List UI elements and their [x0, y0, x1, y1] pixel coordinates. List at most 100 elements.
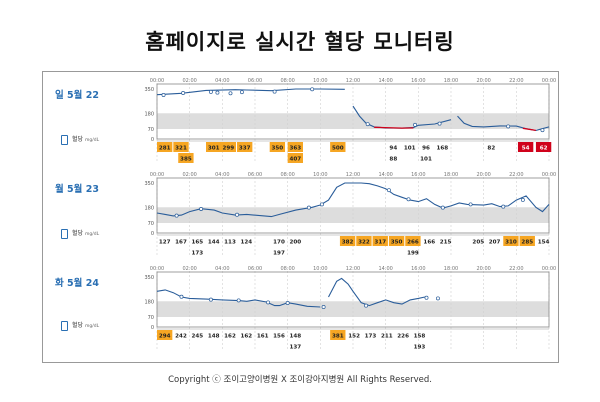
reading-point	[365, 122, 370, 127]
glucose-curve	[328, 277, 426, 307]
reading-value: 197	[273, 251, 285, 257]
reading-point	[235, 212, 239, 217]
reading-point	[406, 197, 411, 202]
time-tick-label: 22:00	[509, 78, 523, 84]
reading-value: 162	[224, 334, 236, 340]
time-tick-label: 16:00	[411, 172, 425, 178]
time-tick-label: 06:00	[248, 78, 262, 84]
time-tick-label: 12:00	[346, 172, 360, 178]
glucose-curve	[156, 88, 345, 96]
reading-cell-high	[330, 142, 346, 152]
reading-value: 88	[389, 157, 397, 163]
glucose-label-1: 혈당 mg/dL	[61, 134, 99, 145]
plot-frame	[156, 83, 550, 140]
reading-point	[236, 298, 241, 303]
phone-icon	[61, 320, 68, 331]
time-tick-label: 04:00	[215, 266, 229, 272]
reading-value: 382	[342, 240, 354, 246]
reading-value: 500	[332, 146, 344, 152]
reading-point	[306, 205, 311, 210]
y-tick-label: 180	[144, 111, 154, 117]
reading-point	[199, 207, 204, 211]
day-label-1: 일 5월 22	[55, 90, 99, 101]
reading-point	[228, 91, 233, 96]
plot-frame	[156, 177, 550, 234]
reading-point	[540, 128, 545, 133]
time-tick-label: 02:00	[182, 78, 196, 84]
phone-icon	[61, 134, 68, 145]
reading-value: 337	[239, 146, 251, 152]
time-tick-label: 18:00	[444, 266, 458, 272]
reading-value: 94	[389, 146, 397, 152]
time-tick-label: 14:00	[378, 266, 392, 272]
time-tick-label: 00:00	[542, 266, 556, 272]
reading-point	[181, 91, 186, 95]
time-tick-label: 20:00	[476, 172, 490, 178]
reading-cell-high	[157, 142, 173, 152]
glucose-curve	[156, 289, 321, 308]
reading-value: 407	[289, 157, 301, 163]
reading-point	[239, 90, 244, 95]
target-range-band	[157, 207, 549, 223]
time-tick-label: 00:00	[150, 172, 164, 178]
reading-cell-low	[535, 142, 552, 152]
reading-point	[440, 205, 445, 210]
reading-value: 165	[191, 240, 203, 246]
reading-cell-high	[503, 236, 519, 246]
reading-cell-high	[157, 330, 173, 340]
reading-value: 363	[289, 146, 301, 152]
reading-value: 207	[489, 240, 501, 246]
reading-cell-high	[287, 153, 303, 163]
y-tick-label: 0	[151, 231, 154, 237]
reading-value: 245	[191, 334, 203, 340]
reading-point	[424, 295, 429, 300]
time-tick-label: 00:00	[150, 78, 164, 84]
reading-point	[320, 202, 324, 207]
time-tick-label: 18:00	[444, 78, 458, 84]
time-tick-label: 14:00	[378, 78, 392, 84]
time-tick-label: 04:00	[215, 78, 229, 84]
reading-value: 294	[159, 334, 171, 340]
reading-value: 381	[332, 334, 344, 340]
plot-frame	[156, 271, 550, 328]
reading-value: 301	[208, 146, 220, 152]
time-tick-label: 06:00	[248, 266, 262, 272]
reading-point	[208, 89, 213, 94]
target-range-band	[157, 113, 549, 129]
time-tick-label: 00:00	[542, 78, 556, 84]
reading-value: 168	[436, 146, 448, 152]
time-tick-label: 12:00	[346, 78, 360, 84]
time-tick-label: 02:00	[182, 266, 196, 272]
time-tick-label: 16:00	[411, 78, 425, 84]
reading-cell-high	[173, 142, 189, 152]
reading-point	[468, 202, 473, 207]
reading-value: 170	[273, 240, 285, 246]
target-range-band	[157, 301, 549, 317]
low-glucose-curve	[374, 126, 414, 129]
reading-value: 385	[180, 157, 192, 163]
y-tick-label: 350	[144, 87, 154, 93]
reading-value: 310	[505, 240, 517, 246]
time-tick-label: 10:00	[313, 172, 327, 178]
reading-value: 166	[423, 240, 435, 246]
time-tick-label: 08:00	[280, 266, 294, 272]
reading-value: 101	[420, 157, 432, 163]
reading-value: 350	[391, 240, 403, 246]
reading-cell-high	[339, 236, 356, 246]
reading-point	[506, 124, 511, 129]
reading-value: 96	[422, 146, 430, 152]
time-tick-label: 20:00	[476, 266, 490, 272]
reading-point	[321, 305, 326, 309]
day-chart-1: 00:00 02:00 04:00 06:00 08:00 10:00 12:00 14:00…	[144, 78, 556, 163]
day-label-3: 화 5월 24	[55, 278, 99, 289]
reading-value: 124	[240, 240, 252, 246]
y-tick-label: 70	[148, 127, 154, 133]
low-glucose-curve	[522, 127, 537, 132]
y-tick-label: 350	[144, 181, 154, 187]
y-tick-label: 180	[144, 299, 154, 305]
reading-value: 211	[381, 334, 393, 340]
reading-value: 152	[348, 334, 360, 340]
reading-point	[386, 188, 391, 193]
reading-value: 173	[365, 334, 377, 340]
y-tick-label: 0	[151, 137, 154, 143]
